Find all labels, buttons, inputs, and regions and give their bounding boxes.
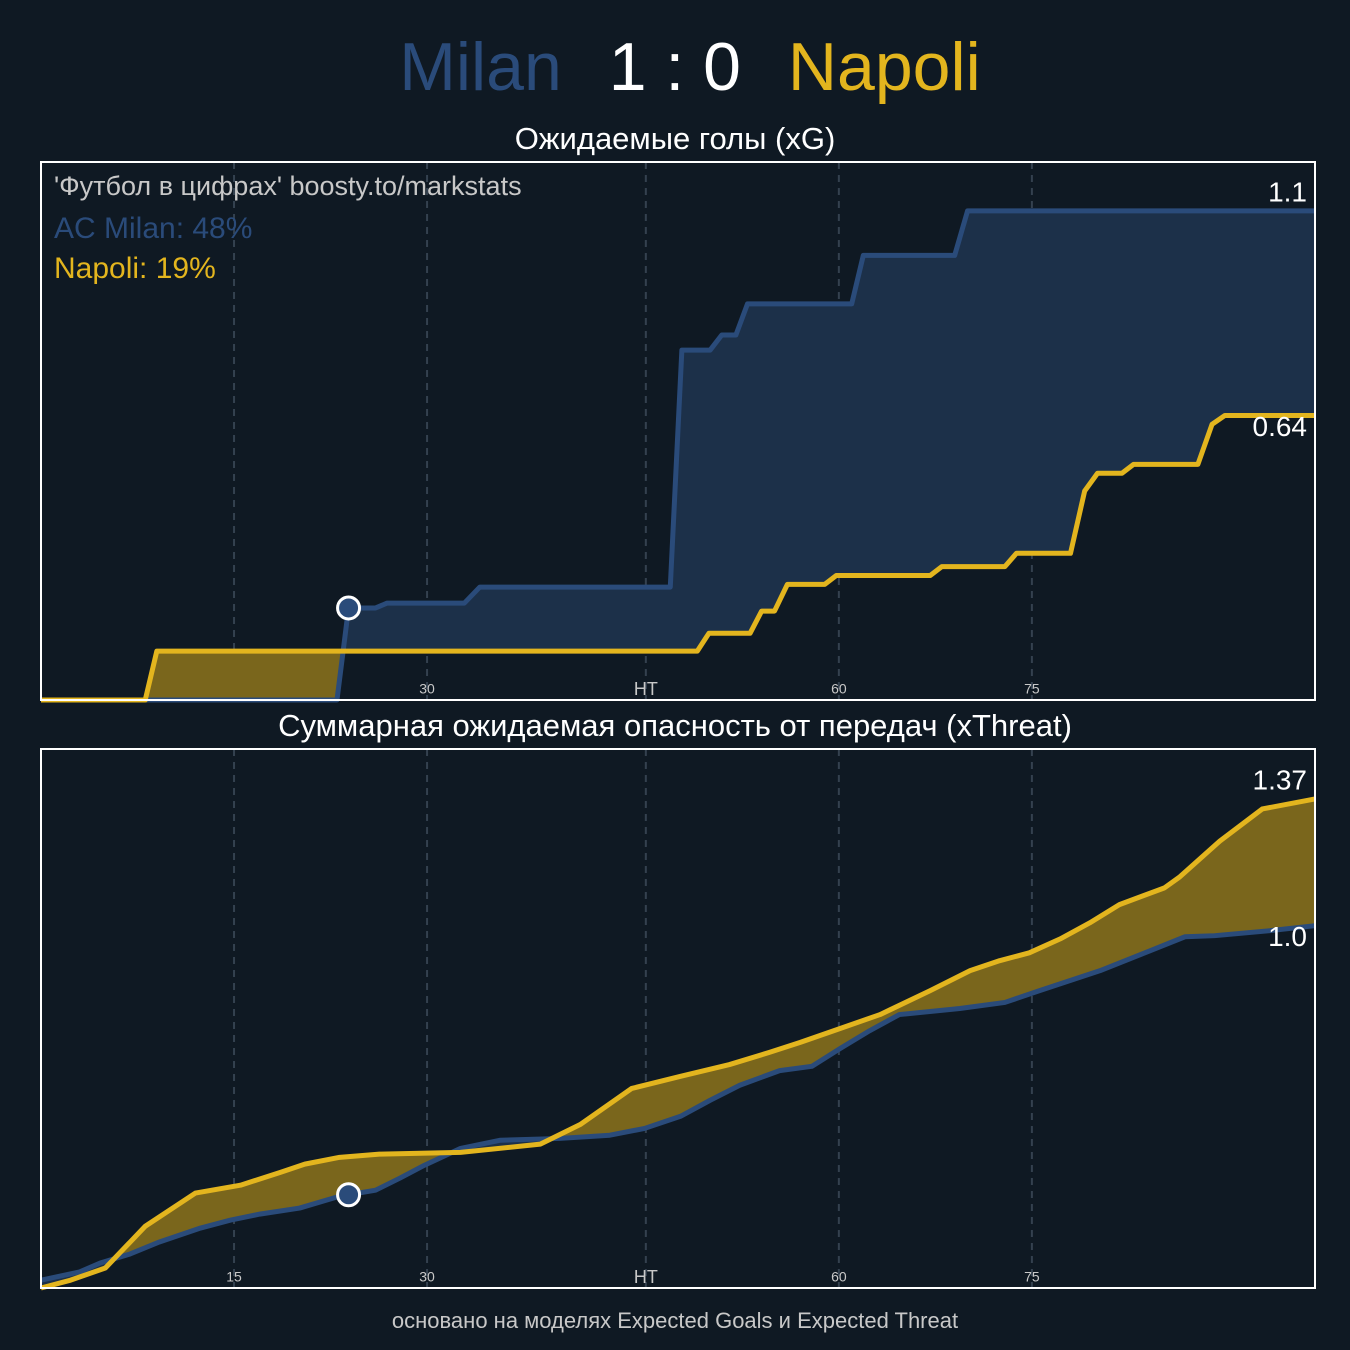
x-tick-label: 30 [419, 1269, 435, 1285]
goal-marker [336, 595, 362, 621]
series-line [41, 208, 1315, 703]
footer: основано на моделях Expected Goals и Exp… [392, 1308, 958, 1333]
end-label: 1.1 [1268, 176, 1307, 207]
annotation: 'Футбол в цифрах' boosty.to/markstats [54, 171, 522, 201]
score: 1 : 0 [609, 29, 741, 105]
x-tick-label: 30 [419, 681, 435, 697]
home-team: Milan [399, 29, 562, 105]
series-line [40, 923, 1316, 1283]
x-tick-label: 75 [1024, 1269, 1040, 1285]
chart-title: Ожидаемые голы (xG) [515, 121, 836, 156]
series-line [41, 412, 1315, 703]
chart-title: Суммарная ожидаемая опасность от передач… [278, 708, 1072, 743]
x-tick-label: HT [634, 1267, 658, 1287]
legend-entry: AC Milan: 48% [54, 212, 252, 245]
x-tick-label: 60 [831, 1269, 847, 1285]
plot-frame [40, 748, 1316, 1289]
goal-marker [336, 1182, 362, 1208]
x-tick-label: HT [634, 679, 658, 699]
x-tick-label: 15 [226, 1269, 242, 1285]
legend-entry: Napoli: 19% [54, 252, 216, 285]
x-tick-label: 75 [1024, 681, 1040, 697]
plot-frame [40, 161, 1316, 701]
away-team: Napoli [788, 29, 981, 105]
end-label: 1.37 [1253, 764, 1308, 795]
scoreline: Milan 1 : 0 Napoli [399, 29, 980, 105]
x-tick-label: 60 [831, 681, 847, 697]
series-line [40, 796, 1316, 1291]
end-label: 0.64 [1253, 411, 1308, 442]
end-label: 1.0 [1268, 921, 1307, 952]
